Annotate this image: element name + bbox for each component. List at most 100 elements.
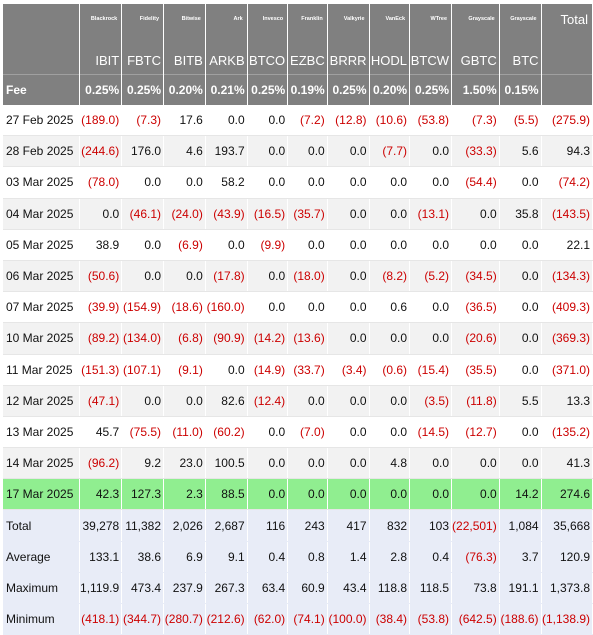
flow-cell: (12.4)	[247, 385, 289, 417]
row-label: 05 Mar 2025	[3, 229, 80, 261]
flow-cell: (13.6)	[287, 322, 328, 355]
flow-cell: (7.7)	[369, 135, 411, 168]
corner-cell	[3, 4, 80, 46]
flow-cell: 0.0	[287, 291, 328, 324]
ticker-hodl: HODL	[369, 46, 411, 75]
flow-cell: (33.7)	[287, 354, 328, 386]
flow-cell: 0.0	[287, 478, 328, 511]
row-label: 04 Mar 2025	[3, 198, 80, 230]
flow-cell: (76.3)	[451, 541, 500, 573]
flow-cell: 417	[327, 509, 370, 542]
ticker-header-row: IBIT FBTC BITB ARKB BTCO EZBC BRRR HODL BTCW GBTC…	[3, 46, 593, 75]
flow-cell: 133.1	[79, 541, 123, 573]
flow-cell: 9.2	[121, 447, 165, 480]
flow-cell: (96.2)	[79, 447, 123, 480]
flow-cell: 0.4	[247, 541, 289, 573]
flow-cell: (11.0)	[163, 416, 206, 449]
fee-value: 0.25%	[247, 74, 289, 105]
flow-cell: 0.0	[369, 166, 411, 199]
flow-cell: 0.0	[369, 229, 411, 261]
flow-cell: (34.5)	[451, 260, 500, 293]
flow-cell: 0.0	[409, 166, 453, 199]
ticker-brrr: BRRR	[327, 46, 370, 75]
flow-cell: 0.0	[499, 447, 542, 480]
flow-cell: 0.0	[163, 260, 206, 293]
flow-cell: 45.7	[79, 416, 123, 449]
flow-cell: (39.9)	[79, 291, 123, 324]
issuer-name: Valkyrie	[327, 4, 370, 46]
flow-cell: 0.0	[327, 260, 370, 293]
flow-cell: 0.0	[121, 385, 165, 417]
flow-cell: 0.0	[451, 447, 500, 480]
row-label: 12 Mar 2025	[3, 385, 80, 417]
flow-cell: 100.5	[205, 447, 248, 480]
flow-cell: (12.8)	[327, 105, 370, 137]
table-row: 27 Feb 2025 (189.0) (7.3) 17.6 0.0 0.0 (7.2) (1…	[3, 105, 593, 137]
row-total: 13.3	[541, 385, 593, 417]
flow-cell: 23.0	[163, 447, 206, 480]
flow-cell: 0.0	[327, 229, 370, 261]
flow-cell: (160.0)	[205, 291, 248, 324]
row-label: 17 Mar 2025	[3, 478, 80, 511]
flow-cell: (151.3)	[79, 354, 123, 386]
flow-cell: 0.0	[287, 385, 328, 417]
flow-cell: 0.0	[163, 166, 206, 199]
table-row: Minimum (418.1) (344.7) (280.7) (212.6) (62.0…	[3, 603, 593, 635]
ticker-ezbc: EZBC	[287, 46, 328, 75]
row-total: (275.9)	[541, 105, 593, 137]
flow-cell: (16.5)	[247, 198, 289, 230]
flow-cell: 0.0	[409, 135, 453, 168]
row-total: 274.6	[541, 478, 593, 511]
flow-cell: 6.9	[163, 541, 206, 573]
flow-cell: (78.0)	[79, 166, 123, 199]
table-row: 17 Mar 2025 42.3 127.3 2.3 88.5 0.0 0.0 0.0 0.0 0…	[3, 478, 593, 511]
flow-cell: 4.6	[163, 135, 206, 168]
flow-cell: 0.0	[451, 229, 500, 261]
fee-value: 0.25%	[121, 74, 165, 105]
ticker-bitb: BITB	[163, 46, 206, 75]
etf-flows-view: Blackrock Fidelity Bitwise Ark Invesco Frankl…	[3, 4, 593, 635]
issuer-name: Franklin	[287, 4, 328, 46]
row-label: 14 Mar 2025	[3, 447, 80, 480]
flow-cell: 243	[287, 509, 328, 542]
flow-cell: (10.6)	[369, 105, 411, 137]
flow-cell: 0.0	[287, 135, 328, 168]
flow-cell: (107.1)	[121, 354, 165, 386]
flow-cell: 0.0	[409, 322, 453, 355]
flow-cell: 0.0	[409, 229, 453, 261]
table-row: 07 Mar 2025 (39.9) (154.9) (18.6) (160.0) 0.0…	[3, 291, 593, 324]
flow-cell: (14.9)	[247, 354, 289, 386]
row-label: Total	[3, 509, 80, 542]
flow-cell: 0.0	[163, 385, 206, 417]
flow-cell: 0.0	[327, 166, 370, 199]
table-row: Maximum 1,119.9 473.4 237.9 267.3 63.4 60.9 43.…	[3, 572, 593, 605]
flow-cell: 0.8	[287, 541, 328, 573]
ticker-gbtc: GBTC	[451, 46, 500, 75]
row-label: Average	[3, 541, 80, 573]
flow-cell: 17.6	[163, 105, 206, 137]
flow-cell: 58.2	[205, 166, 248, 199]
row-total: (371.0)	[541, 354, 593, 386]
flow-cell: 0.0	[409, 447, 453, 480]
flow-cell: (75.5)	[121, 416, 165, 449]
row-label: 10 Mar 2025	[3, 322, 80, 355]
flow-cell: 0.0	[451, 198, 500, 230]
flow-cell: (212.6)	[205, 603, 248, 635]
flow-cell: (38.4)	[369, 603, 411, 635]
fee-row: Fee 0.25% 0.25% 0.20% 0.21% 0.25% 0.19% 0.25% 0…	[3, 74, 593, 105]
flow-cell: (53.8)	[409, 105, 453, 137]
issuer-name: Bitwise	[163, 4, 206, 46]
issuer-name: Blackrock	[79, 4, 123, 46]
flow-cell: (5.5)	[499, 105, 542, 137]
row-label: 03 Mar 2025	[3, 166, 80, 199]
fee-label: Fee	[3, 74, 80, 105]
flow-cell: 9.1	[205, 541, 248, 573]
flow-cell: 0.0	[247, 260, 289, 293]
table-row: 06 Mar 2025 (50.6) 0.0 0.0 (17.8) 0.0 (18.0) 0.…	[3, 260, 593, 293]
flow-cell: (3.5)	[409, 385, 453, 417]
flow-cell: (33.3)	[451, 135, 500, 168]
flow-cell: 0.0	[327, 198, 370, 230]
flow-cell: 35.8	[499, 198, 542, 230]
flow-cell: (11.8)	[451, 385, 500, 417]
flow-cell: (344.7)	[121, 603, 165, 635]
